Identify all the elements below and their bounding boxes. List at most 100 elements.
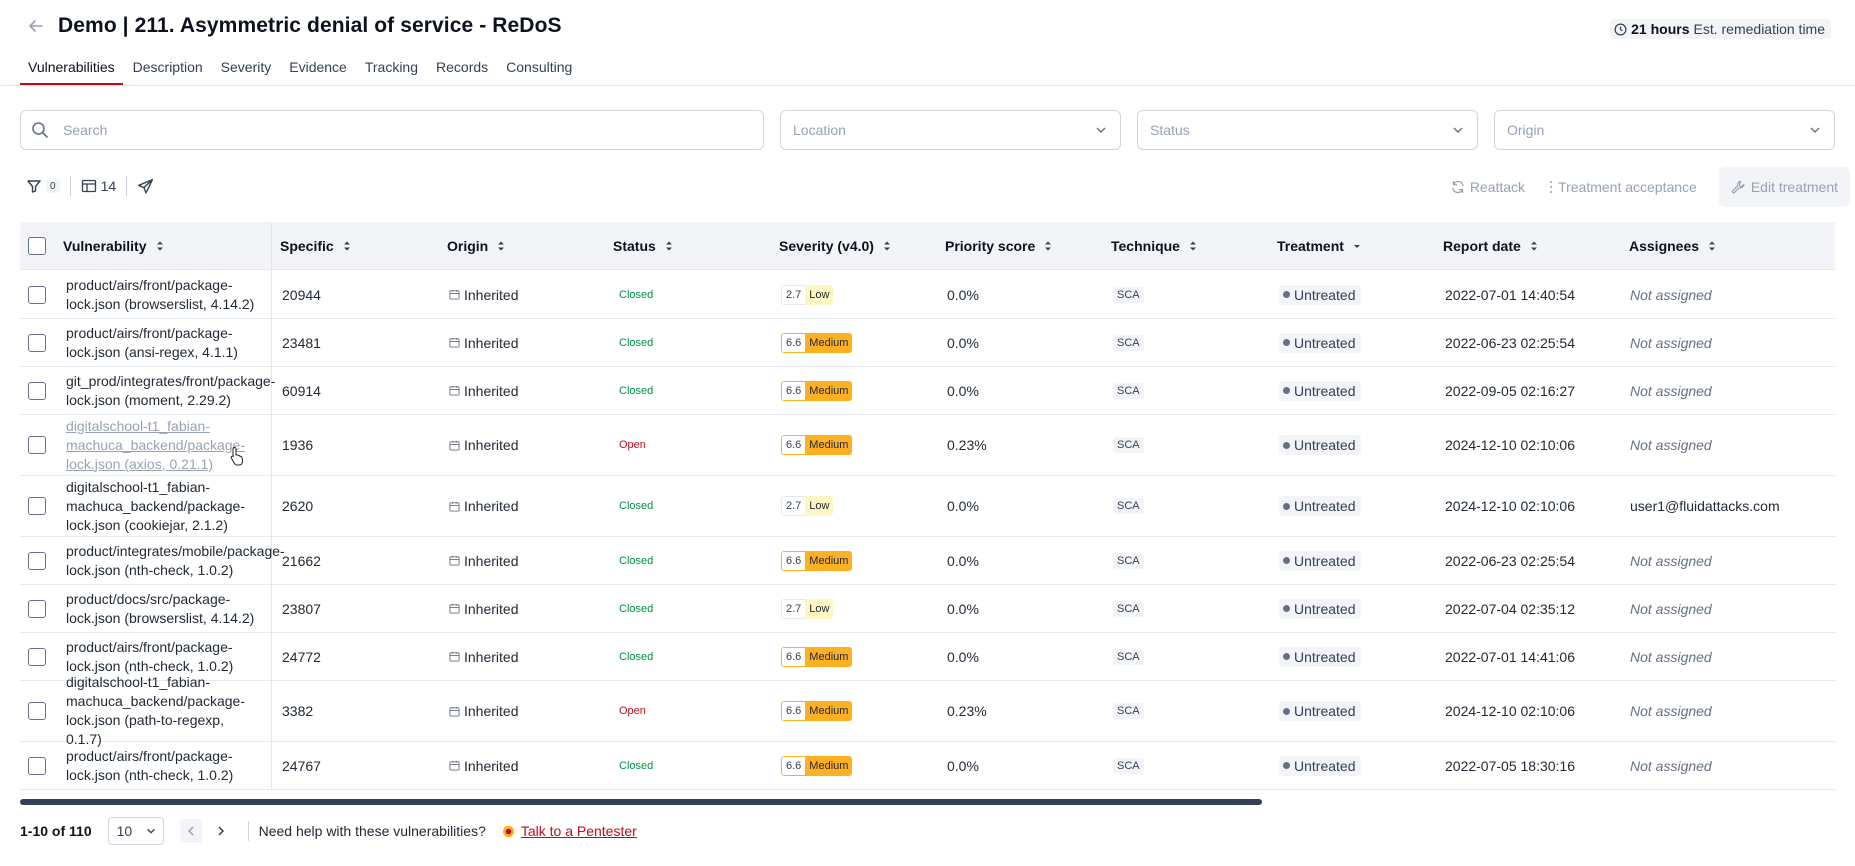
vulnerability-location[interactable]: git_prod/integrates/front/package-lock.j… bbox=[66, 372, 276, 408]
vulnerability-location[interactable]: digitalschool-t1_fabian-machuca_backend/… bbox=[66, 417, 246, 472]
send-button[interactable] bbox=[137, 178, 154, 195]
column-header-origin[interactable]: Origin bbox=[447, 222, 506, 270]
origin-select[interactable]: Origin bbox=[1494, 110, 1835, 150]
column-header-status[interactable]: Status bbox=[613, 222, 674, 270]
vulnerability-location[interactable]: digitalschool-t1_fabian-machuca_backend/… bbox=[66, 674, 246, 747]
report-date-cell: 2022-07-04 02:35:12 bbox=[1445, 600, 1575, 617]
treatment-badge: Untreated bbox=[1279, 755, 1362, 776]
row-checkbox[interactable] bbox=[28, 333, 46, 352]
sort-icon[interactable] bbox=[155, 239, 165, 253]
row-checkbox[interactable] bbox=[28, 599, 46, 618]
row-checkbox[interactable] bbox=[28, 551, 46, 570]
column-header-treatment[interactable]: Treatment bbox=[1277, 222, 1362, 270]
priority-score-cell: 0.0% bbox=[947, 552, 979, 569]
report-date-cell: 2022-07-01 14:41:06 bbox=[1445, 648, 1575, 665]
row-checkbox[interactable] bbox=[28, 756, 46, 775]
tab-tracking[interactable]: Tracking bbox=[364, 59, 419, 75]
columns-button[interactable]: 14 bbox=[81, 178, 116, 194]
vulnerability-location[interactable]: product/airs/front/package-lock.json (nt… bbox=[66, 747, 234, 783]
row-checkbox[interactable] bbox=[28, 381, 46, 400]
column-header-label: Report date bbox=[1443, 238, 1521, 254]
treatment-acceptance-button[interactable]: Treatment acceptance bbox=[1537, 167, 1709, 207]
row-checkbox[interactable] bbox=[28, 285, 46, 304]
sort-icon[interactable] bbox=[1043, 239, 1053, 253]
previous-page-button[interactable] bbox=[179, 819, 202, 843]
report-date-cell: 2024-12-10 02:10:06 bbox=[1445, 437, 1575, 453]
assignee-label: Not assigned bbox=[1630, 286, 1712, 303]
vulnerability-location[interactable]: product/integrates/mobile/package-lock.j… bbox=[66, 542, 285, 578]
edit-treatment-button[interactable]: Edit treatment bbox=[1718, 167, 1850, 207]
chevron-down-icon bbox=[1810, 127, 1820, 133]
sort-icon[interactable] bbox=[1529, 239, 1539, 253]
filters-button[interactable]: 0 bbox=[26, 178, 60, 194]
sort-icon[interactable] bbox=[496, 239, 506, 253]
location-select[interactable]: Location bbox=[780, 110, 1121, 150]
severity-cell: 6.6 Medium bbox=[781, 742, 853, 789]
sort-icon[interactable] bbox=[664, 239, 674, 253]
table-row[interactable]: product/docs/src/package-lock.json (brow… bbox=[20, 585, 1835, 633]
tab-consulting[interactable]: Consulting bbox=[506, 59, 573, 75]
treatment-cell: Untreated bbox=[1279, 537, 1362, 584]
technique-badge: SCA bbox=[1113, 552, 1144, 569]
tab-description[interactable]: Description bbox=[132, 59, 203, 75]
next-page-button[interactable] bbox=[210, 819, 232, 843]
talk-to-pentester-link[interactable]: Talk to a Pentester bbox=[502, 823, 637, 839]
select-all-checkbox[interactable] bbox=[28, 237, 46, 255]
table-row[interactable]: product/airs/front/package-lock.json (nt… bbox=[20, 742, 1835, 790]
status-cell: Closed bbox=[619, 367, 653, 414]
sort-icon[interactable] bbox=[1188, 239, 1198, 253]
sort-descending-icon[interactable] bbox=[1352, 239, 1362, 253]
column-header-technique[interactable]: Technique bbox=[1111, 222, 1198, 270]
table-row[interactable]: digitalschool-t1_fabian-machuca_backend/… bbox=[20, 674, 1835, 747]
row-checkbox[interactable] bbox=[28, 702, 46, 720]
back-arrow-icon[interactable] bbox=[26, 16, 46, 36]
select-all-cell bbox=[28, 222, 46, 270]
sort-icon[interactable] bbox=[1707, 239, 1717, 253]
column-header-assignees[interactable]: Assignees bbox=[1629, 222, 1717, 270]
row-checkbox[interactable] bbox=[28, 497, 46, 515]
technique-badge: SCA bbox=[1113, 703, 1144, 719]
table-row[interactable]: product/airs/front/package-lock.json (nt… bbox=[20, 633, 1835, 681]
table-row[interactable]: digitalschool-t1_fabian-machuca_backend/… bbox=[20, 415, 1835, 476]
vulnerability-location[interactable]: product/docs/src/package-lock.json (brow… bbox=[66, 590, 255, 626]
tab-records[interactable]: Records bbox=[436, 59, 489, 75]
row-checkbox[interactable] bbox=[28, 436, 46, 454]
tab-evidence[interactable]: Evidence bbox=[289, 59, 347, 75]
sort-icon[interactable] bbox=[342, 239, 352, 253]
treatment-label: Untreated bbox=[1294, 600, 1356, 617]
treatment-badge: Untreated bbox=[1279, 496, 1362, 516]
status-select[interactable]: Status bbox=[1137, 110, 1478, 150]
treatment-cell: Untreated bbox=[1279, 681, 1362, 741]
reattack-button[interactable]: Reattack bbox=[1439, 167, 1537, 207]
table-row[interactable]: product/airs/front/package-lock.json (br… bbox=[20, 271, 1835, 319]
calendar-icon bbox=[449, 440, 460, 451]
location-select-label: Location bbox=[793, 122, 846, 138]
status-label: Open bbox=[619, 439, 646, 451]
table-row[interactable]: product/airs/front/package-lock.json (an… bbox=[20, 319, 1835, 367]
row-checkbox[interactable] bbox=[28, 647, 46, 666]
status-cell: Closed bbox=[619, 585, 653, 632]
horizontal-scrollbar[interactable] bbox=[20, 799, 1262, 805]
table-row[interactable]: digitalschool-t1_fabian-machuca_backend/… bbox=[20, 476, 1835, 537]
search-box[interactable] bbox=[20, 110, 764, 150]
vulnerability-location[interactable]: digitalschool-t1_fabian-machuca_backend/… bbox=[66, 478, 246, 533]
column-header-specific[interactable]: Specific bbox=[280, 222, 352, 270]
vulnerability-location[interactable]: product/airs/front/package-lock.json (nt… bbox=[66, 638, 234, 674]
vulnerability-location[interactable]: product/airs/front/package-lock.json (br… bbox=[66, 276, 255, 312]
vulnerability-location[interactable]: product/airs/front/package-lock.json (an… bbox=[66, 324, 238, 360]
table-row[interactable]: git_prod/integrates/front/package-lock.j… bbox=[20, 367, 1835, 415]
tab-vulnerabilities[interactable]: Vulnerabilities bbox=[20, 56, 123, 86]
page-size-select[interactable]: 10 bbox=[107, 817, 164, 845]
origin-cell: Inherited bbox=[449, 633, 518, 680]
specific-cell: 20944 bbox=[282, 286, 321, 303]
column-header-severity[interactable]: Severity (v4.0) bbox=[779, 222, 892, 270]
table-row[interactable]: product/integrates/mobile/package-lock.j… bbox=[20, 537, 1835, 585]
severity-label: Medium bbox=[805, 646, 853, 667]
column-header-vulnerability[interactable]: Vulnerability bbox=[63, 222, 165, 270]
column-header-priority-score[interactable]: Priority score bbox=[945, 222, 1053, 270]
vulnerability-cell: product/airs/front/package-lock.json (nt… bbox=[66, 742, 256, 789]
sort-icon[interactable] bbox=[882, 239, 892, 253]
search-input[interactable] bbox=[63, 122, 743, 138]
tab-severity[interactable]: Severity bbox=[220, 59, 272, 75]
column-header-report-date[interactable]: Report date bbox=[1443, 222, 1539, 270]
